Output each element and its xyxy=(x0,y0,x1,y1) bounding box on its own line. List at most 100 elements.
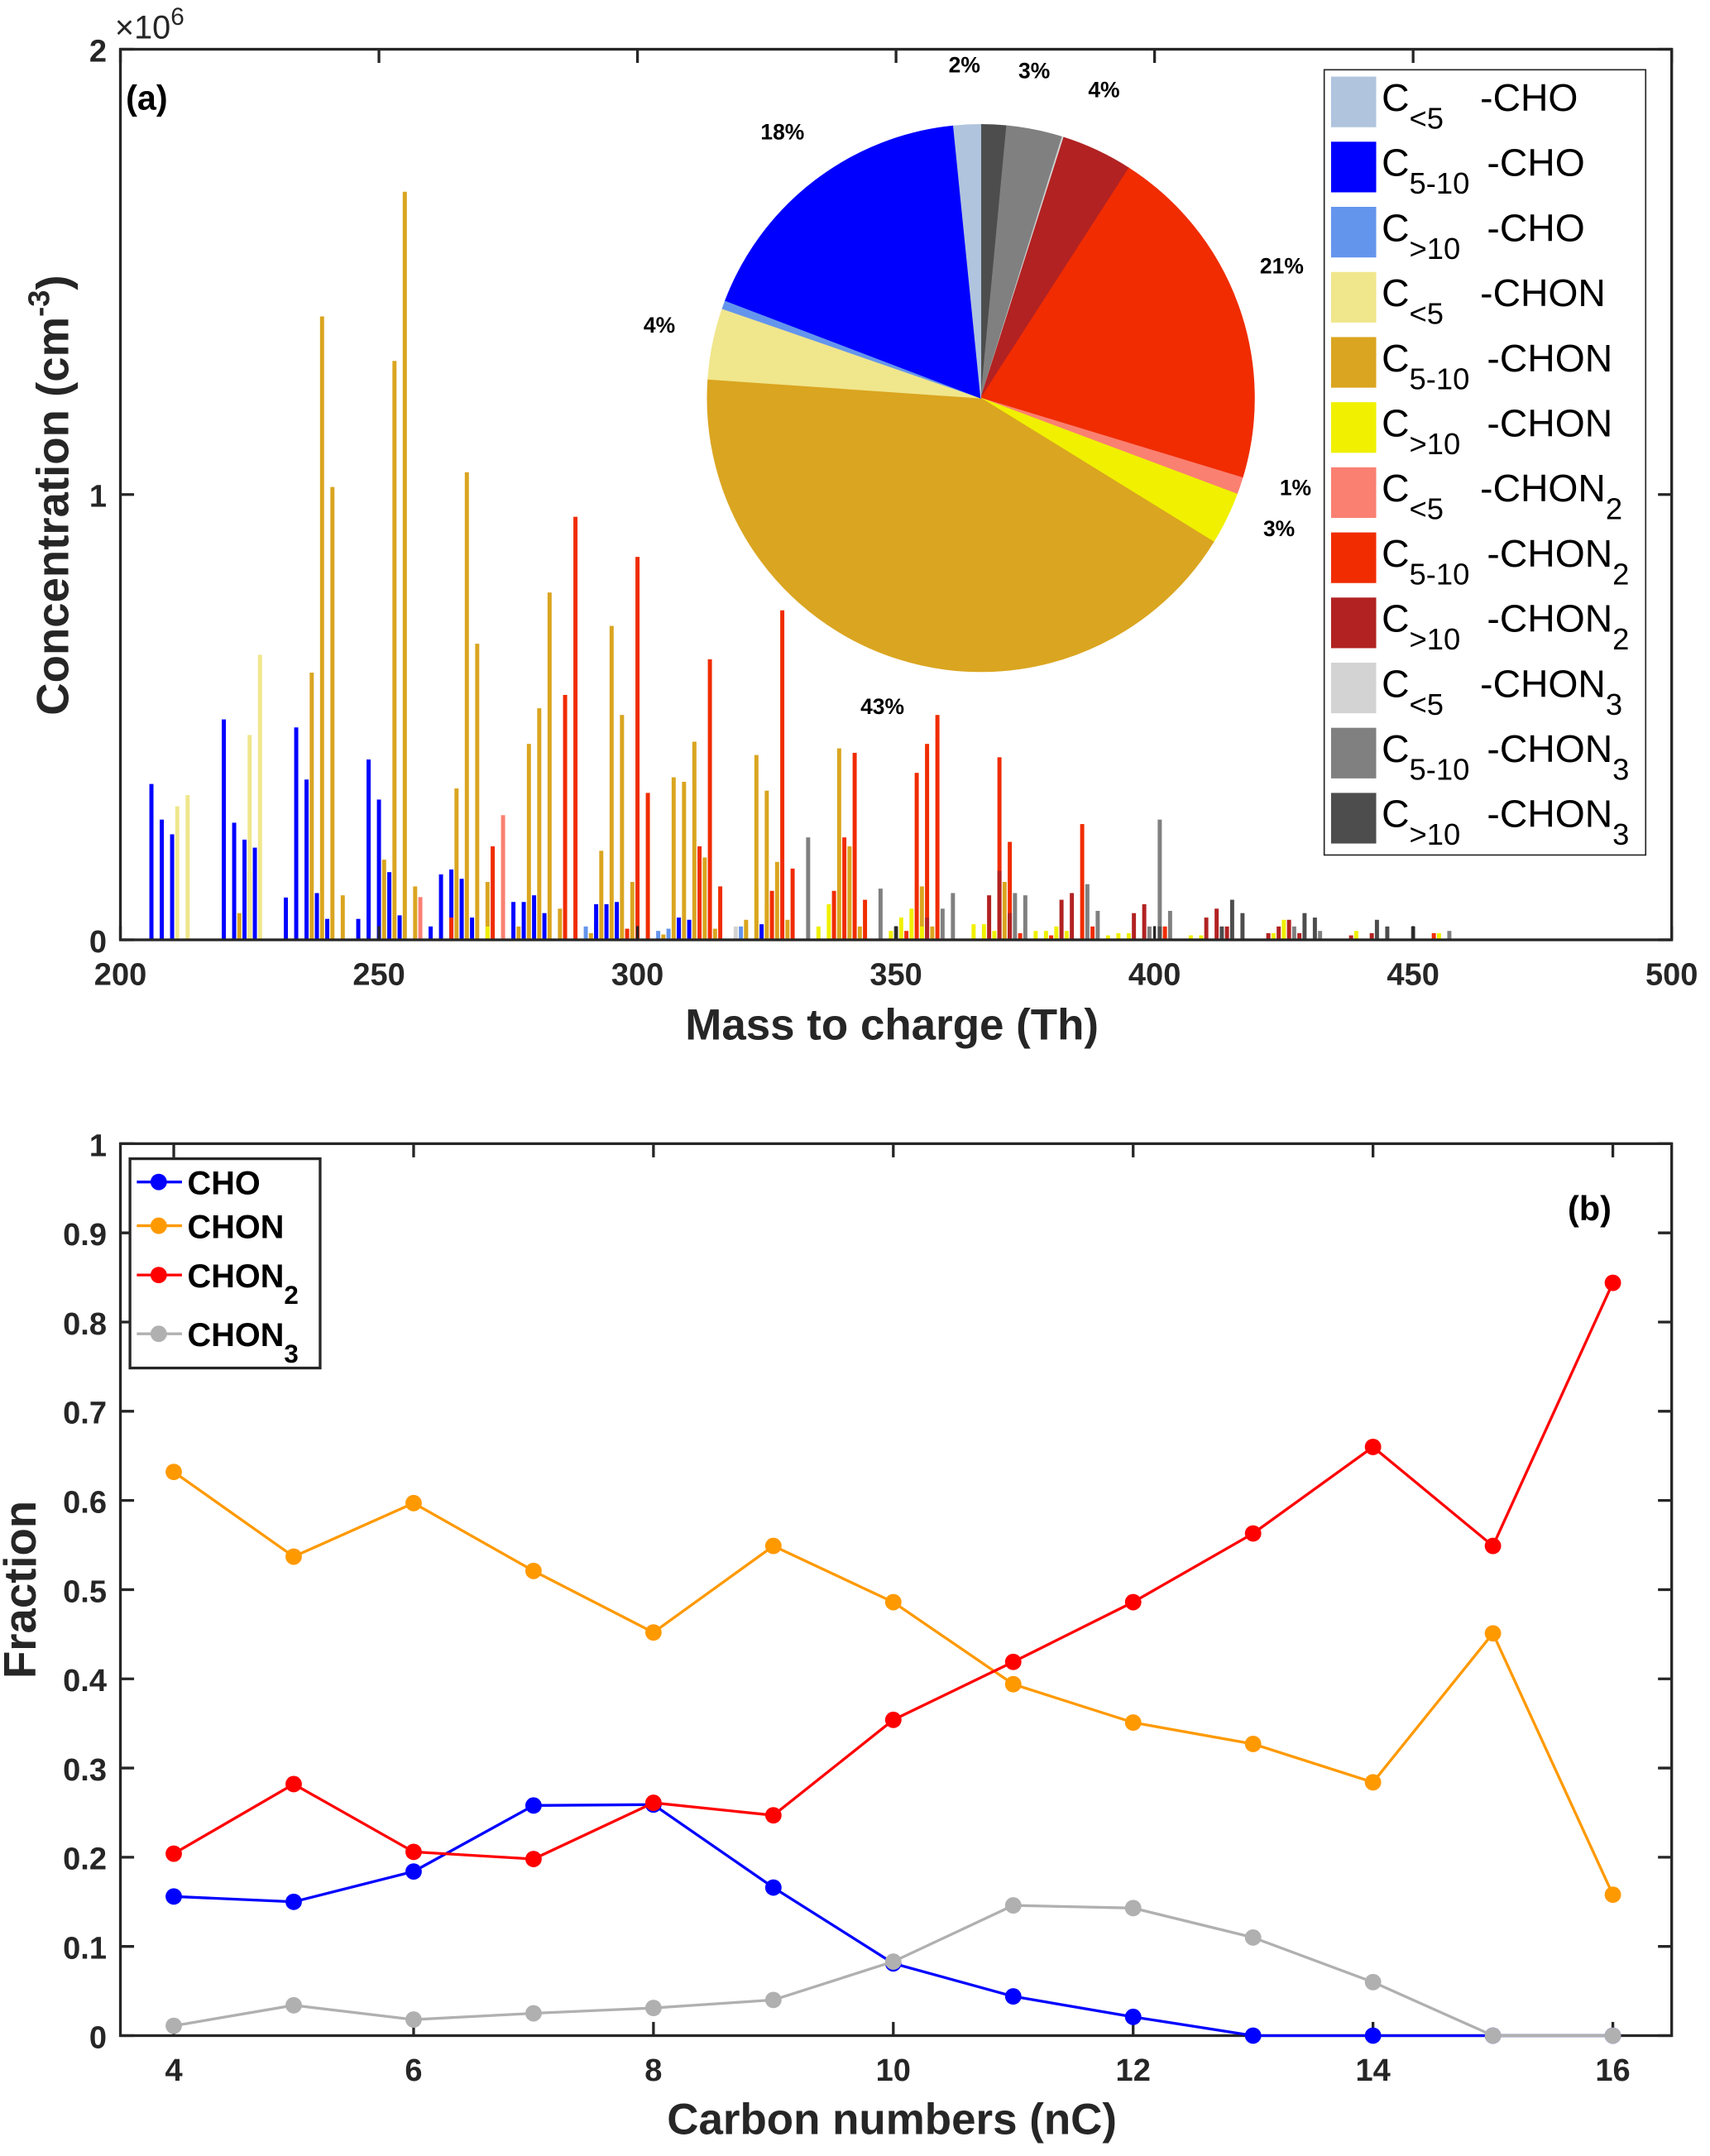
bar xyxy=(511,902,516,940)
data-point xyxy=(405,2011,422,2029)
bar xyxy=(558,908,563,940)
bar xyxy=(1204,917,1209,940)
bar xyxy=(645,793,650,940)
bar xyxy=(630,882,635,940)
bar xyxy=(1348,935,1353,940)
y-tick-label: 0 xyxy=(89,925,107,960)
bar xyxy=(356,918,361,940)
legend-swatch xyxy=(1330,76,1377,127)
data-point xyxy=(884,1953,902,1970)
bar xyxy=(526,744,531,940)
pie-slice-label: 3% xyxy=(1018,58,1050,83)
bar xyxy=(599,850,604,940)
data-point xyxy=(1364,1439,1382,1455)
bar xyxy=(1447,931,1452,940)
bar xyxy=(532,895,537,940)
bar xyxy=(739,926,744,940)
panel-a-bar-chart: 200 250 300 350 400 450 500012×106(a)Concentra… xyxy=(22,3,1698,1050)
text-part: C xyxy=(1382,467,1409,510)
bar xyxy=(454,788,459,940)
bar xyxy=(485,882,490,940)
legend-label: C>10 xyxy=(1382,206,1460,265)
pie-slice xyxy=(980,167,1255,478)
bar xyxy=(816,926,821,940)
bar xyxy=(744,919,749,940)
bar xyxy=(971,924,976,940)
bar xyxy=(491,846,496,940)
data-point xyxy=(524,1562,542,1579)
bar xyxy=(1199,935,1204,940)
x-tick-label: 400 xyxy=(1128,958,1181,993)
x-tick-label: 500 xyxy=(1645,958,1698,993)
data-point xyxy=(524,2005,542,2022)
data-point xyxy=(165,1845,182,1862)
legend-label-suffix: -CHO xyxy=(1487,141,1584,184)
text-part: 5-10 xyxy=(1410,557,1470,591)
bar xyxy=(1049,935,1054,940)
bar xyxy=(940,908,945,940)
data-point xyxy=(764,1879,782,1896)
data-point xyxy=(1004,1653,1022,1670)
legend-label: C5-10 xyxy=(1382,337,1469,395)
legend-item: C<5 -CHON xyxy=(1330,271,1606,331)
data-point xyxy=(1484,2027,1502,2044)
bar xyxy=(604,903,609,940)
bar xyxy=(381,860,386,940)
bar xyxy=(330,486,335,940)
bar xyxy=(1142,903,1147,940)
data-point xyxy=(524,1851,542,1867)
pie-slice-label: 18% xyxy=(760,120,804,145)
text-part: Concentration (cm xyxy=(28,317,79,716)
text-part: CHON xyxy=(188,1258,285,1295)
text-part: 2 xyxy=(284,1281,298,1310)
bar xyxy=(222,719,227,940)
text-part: C xyxy=(1382,662,1409,705)
bar xyxy=(1018,932,1023,940)
bar xyxy=(340,895,345,940)
bar xyxy=(1126,932,1131,940)
pie-slice xyxy=(707,378,1214,673)
bar xyxy=(521,902,526,940)
series-line xyxy=(173,1282,1615,1861)
bar xyxy=(1008,841,1013,940)
legend-label: C>10 xyxy=(1382,597,1460,656)
legend-swatch xyxy=(1330,337,1377,388)
legend-swatch xyxy=(1330,402,1377,453)
x-tick-label: 4 xyxy=(165,2053,182,2088)
bar xyxy=(1090,926,1095,940)
y-tick-label: 2 xyxy=(89,34,107,69)
legend-item: C5-10 -CHON2 xyxy=(1330,532,1629,591)
text-part: <5 xyxy=(1410,101,1444,135)
data-point xyxy=(285,1996,302,2014)
bar xyxy=(1043,931,1048,940)
bar xyxy=(1436,932,1441,940)
text-part: -CHON xyxy=(1487,401,1612,444)
legend-item: CHON xyxy=(137,1209,284,1245)
data-point xyxy=(1124,1593,1142,1611)
text-part: 5-10 xyxy=(1410,166,1470,200)
legend-label: C5-10 xyxy=(1382,141,1469,200)
bar xyxy=(826,903,831,940)
bar xyxy=(185,795,190,940)
legend-label-suffix: -CHON3 xyxy=(1480,662,1622,721)
bar xyxy=(1277,926,1281,940)
bar xyxy=(1023,895,1027,940)
plot-area-frame xyxy=(118,1142,1674,2038)
bar xyxy=(707,659,712,940)
inset-pie-chart: 3% 4% 21% 1% 3% 43% 4% 18% 2% xyxy=(644,53,1311,720)
bar xyxy=(1302,913,1307,940)
bar xyxy=(682,781,687,940)
legend-item: C>10 -CHO xyxy=(1330,206,1585,266)
bar xyxy=(692,741,697,940)
text-part: -CHO xyxy=(1480,76,1578,119)
text-part: C xyxy=(1382,141,1409,184)
bar xyxy=(712,928,717,940)
legend-swatch xyxy=(1330,271,1377,323)
y-tick-label: 0.8 xyxy=(63,1307,107,1342)
legend-label-suffix: -CHON2 xyxy=(1480,467,1622,525)
data-point xyxy=(405,1494,422,1512)
bar xyxy=(878,889,883,940)
bar xyxy=(764,790,769,940)
bar xyxy=(1214,908,1219,940)
